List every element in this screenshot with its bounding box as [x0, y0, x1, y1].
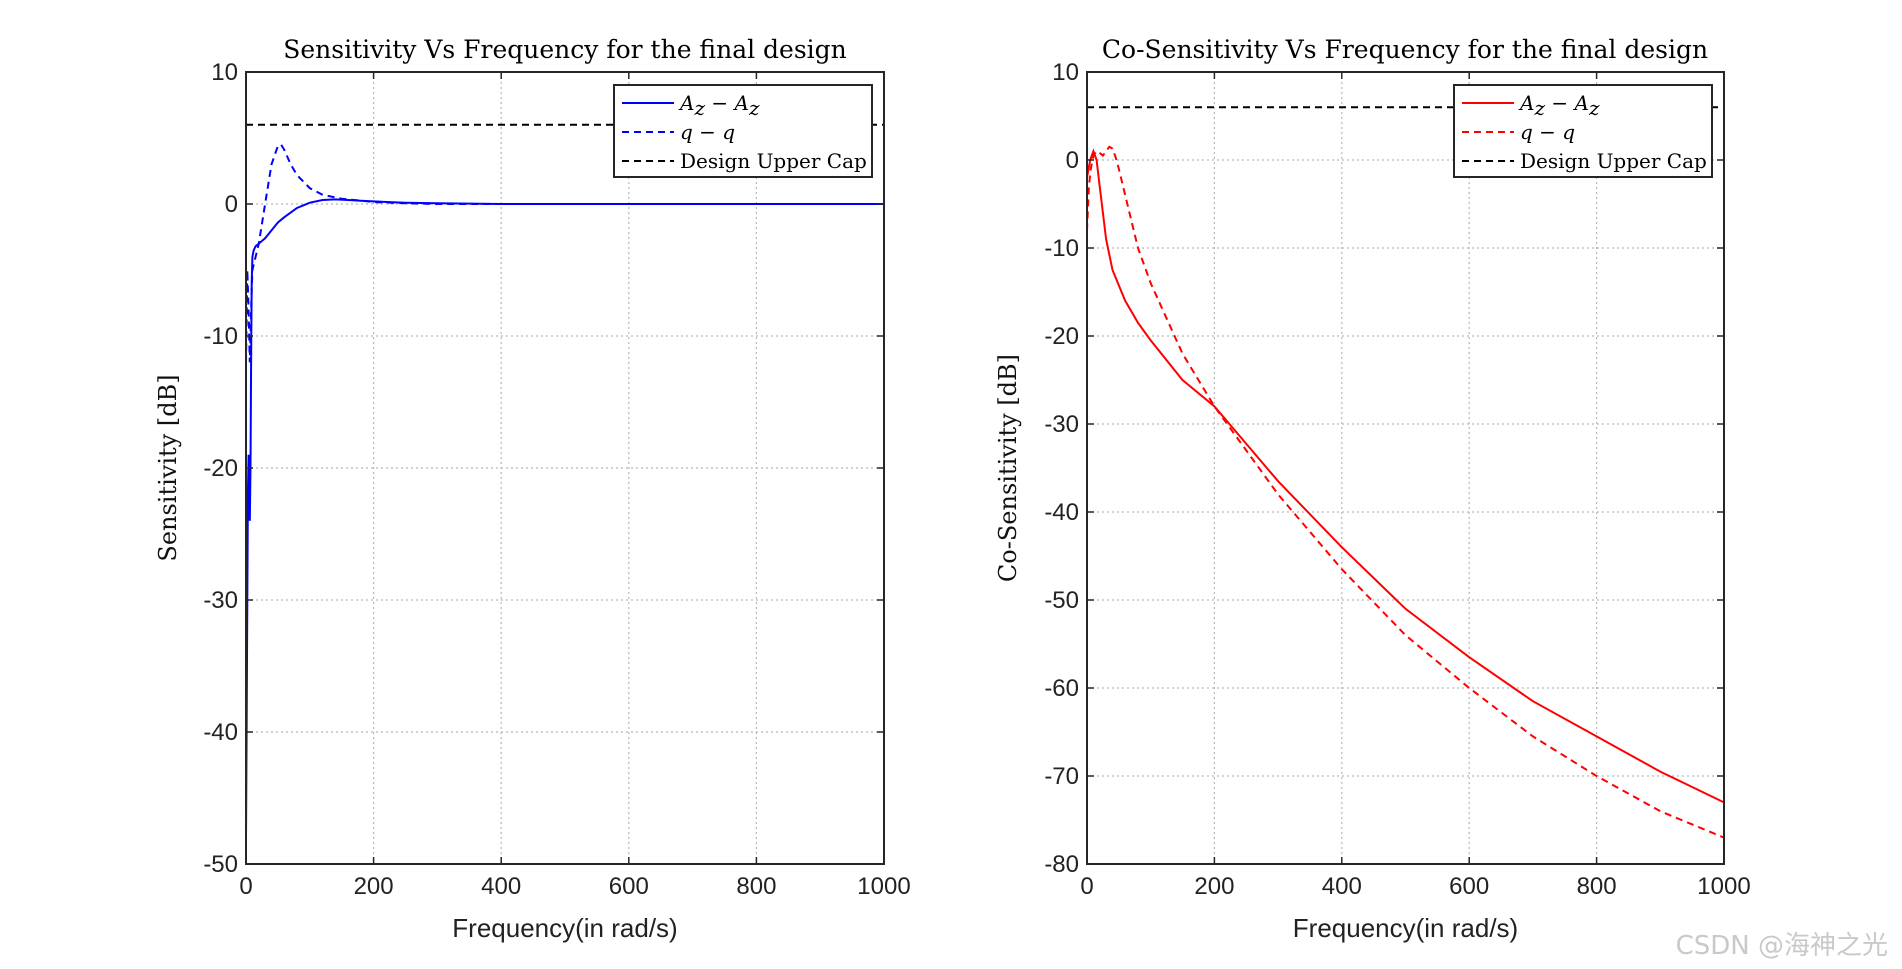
legend-entry-3: Design Upper Cap	[1520, 149, 1707, 173]
legend: Az − Azq − q Design Upper Cap	[1453, 84, 1713, 178]
y-tick-label: -40	[1044, 499, 1079, 526]
y-tick-label: -70	[1044, 763, 1079, 790]
legend-entry-1: Az − Az	[678, 91, 760, 120]
chart-title: Co-Sensitivity Vs Frequency for the fina…	[1102, 35, 1708, 64]
x-tick-label: 400	[481, 873, 521, 900]
y-tick-label: -30	[1044, 411, 1079, 438]
y-tick-label: -80	[1044, 851, 1079, 878]
y-tick-label: -20	[203, 455, 238, 482]
y-tick-label: -50	[1044, 587, 1079, 614]
plot-area	[1087, 72, 1724, 864]
y-axis-label: Co-Sensitivity [dB]	[994, 354, 1022, 582]
x-tick-label: 0	[239, 873, 252, 900]
legend-entry-2: q − q	[680, 120, 735, 144]
x-tick-label: 1000	[1697, 873, 1750, 900]
y-tick-label: 0	[1066, 147, 1079, 174]
y-tick-label: -30	[203, 587, 238, 614]
y-tick-label: -50	[203, 851, 238, 878]
watermark-text: CSDN @海神之光	[1676, 931, 1888, 961]
x-tick-label: 600	[1449, 873, 1489, 900]
x-tick-label: 1000	[857, 873, 910, 900]
y-tick-label: -60	[1044, 675, 1079, 702]
y-tick-label: -10	[203, 323, 238, 350]
y-tick-label: -40	[203, 719, 238, 746]
legend-entry-3: Design Upper Cap	[680, 149, 867, 173]
legend-entry-1: Az − Az	[1518, 91, 1600, 120]
series-line-1	[1086, 148, 1725, 804]
series-line-2	[1086, 145, 1725, 839]
x-tick-label: 200	[1194, 873, 1234, 900]
y-tick-label: -20	[1044, 323, 1079, 350]
x-axis-label: Frequency(in rad/s)	[1293, 913, 1518, 943]
x-tick-label: 800	[736, 873, 776, 900]
legend-entry-2: q − q	[1520, 120, 1575, 144]
y-tick-label: 10	[211, 59, 238, 86]
x-tick-label: 0	[1080, 873, 1093, 900]
series-line-2	[245, 143, 884, 363]
axes-box	[1086, 71, 1725, 865]
legend-box	[613, 84, 873, 178]
x-tick-label: 600	[609, 873, 649, 900]
co-sensitivity-chart: 0 200 400 600 800 1000 10 0 -10 -20 -30 -40 -50 -60 -7…	[994, 35, 1751, 943]
y-axis-label: Sensitivity [dB]	[154, 374, 182, 561]
y-tick-label: 0	[225, 191, 238, 218]
legend: Az − Azq − q Design Upper Cap	[613, 84, 873, 178]
sensitivity-chart: 0 200 400 600 800 1000 10 0 -10 -20 -30 -40 -50 Sensi…	[154, 35, 911, 943]
x-tick-label: 800	[1577, 873, 1617, 900]
legend-box	[1453, 84, 1713, 178]
y-tick-label: 10	[1052, 59, 1079, 86]
chart-title: Sensitivity Vs Frequency for the final d…	[283, 35, 847, 64]
x-tick-label: 200	[354, 873, 394, 900]
x-tick-label: 400	[1322, 873, 1362, 900]
x-axis-label: Frequency(in rad/s)	[452, 913, 677, 943]
y-tick-label: -10	[1044, 235, 1079, 262]
